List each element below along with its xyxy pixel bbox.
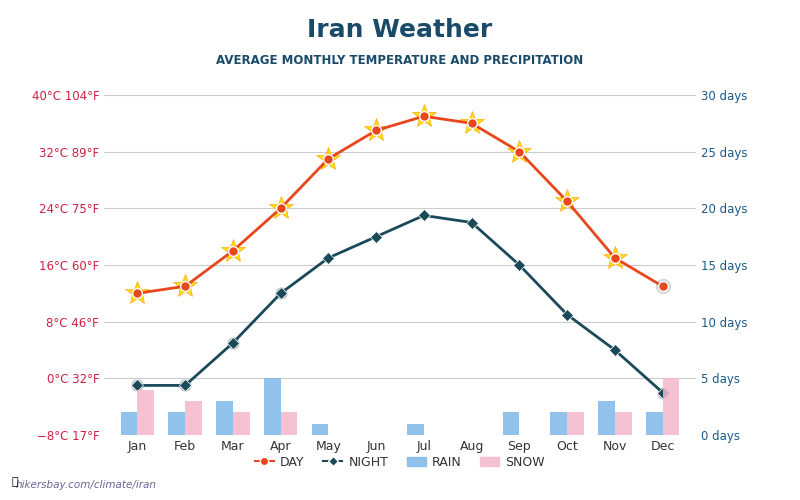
Text: 📍: 📍 xyxy=(12,478,18,488)
Bar xyxy=(169,412,185,435)
Bar xyxy=(662,378,679,435)
Text: AVERAGE MONTHLY TEMPERATURE AND PRECIPITATION: AVERAGE MONTHLY TEMPERATURE AND PRECIPIT… xyxy=(216,54,584,66)
Text: Iran Weather: Iran Weather xyxy=(307,18,493,42)
Bar xyxy=(281,412,298,435)
Bar xyxy=(598,401,615,435)
Bar xyxy=(502,412,519,435)
Bar xyxy=(185,401,202,435)
Bar xyxy=(216,401,233,435)
Bar xyxy=(121,412,138,435)
Bar xyxy=(407,424,424,435)
Bar xyxy=(233,412,250,435)
Legend: DAY, NIGHT, RAIN, SNOW: DAY, NIGHT, RAIN, SNOW xyxy=(250,451,550,474)
Bar xyxy=(550,412,567,435)
Bar xyxy=(138,390,154,435)
Bar xyxy=(646,412,662,435)
Bar xyxy=(312,424,328,435)
Bar xyxy=(615,412,631,435)
Y-axis label: PRECIPITATION: PRECIPITATION xyxy=(798,224,800,306)
Text: hikersbay.com/climate/iran: hikersbay.com/climate/iran xyxy=(16,480,157,490)
Bar xyxy=(264,378,281,435)
Bar xyxy=(567,412,584,435)
